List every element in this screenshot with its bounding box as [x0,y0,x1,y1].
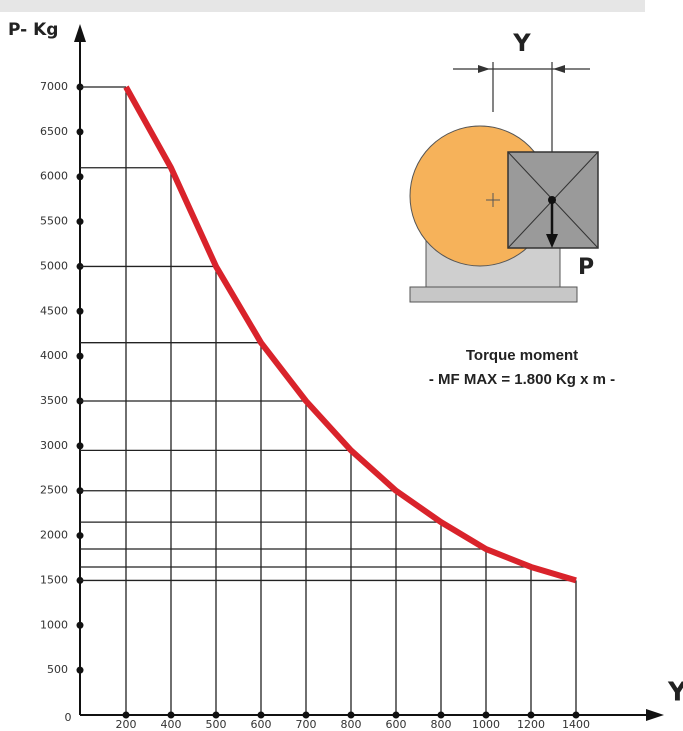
y-tick-dot [77,667,84,674]
y-tick-dot [77,128,84,135]
x-tick-label: 600 [386,718,407,731]
y-tick-label: 7000 [40,80,68,93]
y-tick-dot [77,532,84,539]
x-tick-label: 800 [431,718,452,731]
x-axis-label: Y [667,678,683,708]
y-tick-label: 6500 [40,125,68,138]
y-tick-label: 4000 [40,349,68,362]
x-tick-label: 600 [251,718,272,731]
x-axis-arrow [646,709,664,721]
y-tick-dot [77,353,84,360]
inset-diagram [410,62,598,302]
inset-label: Y [512,29,531,57]
y-tick-label: 500 [47,663,68,676]
y-tick-label: 5500 [40,215,68,228]
chart: P- Kg Y 0 500 1000 1500 2000 2500 3000 3500 400… [0,0,683,731]
origin-label: 0 [65,711,72,724]
y-tick-dot [77,622,84,629]
y-tick-label: 1500 [40,573,68,586]
y-tick-dot [77,308,84,315]
x-tick-label: 1000 [472,718,500,731]
x-tick-label: 1400 [562,718,590,731]
annotation: Torque moment [466,347,578,364]
y-tick-label: 5000 [40,259,68,272]
x-tick-label: 1200 [517,718,545,731]
y-tick-label: 6000 [40,170,68,183]
x-tick-label: 400 [161,718,182,731]
x-tick-label: 800 [341,718,362,731]
y-tick-label: 2500 [40,484,68,497]
y-tick-label: 1000 [40,618,68,631]
y-tick-label: 4500 [40,304,68,317]
y-tick-dot [77,442,84,449]
x-tick-label: 200 [116,718,137,731]
y-axis-label: P- Kg [8,20,58,40]
x-tick-label: 700 [296,718,317,731]
y-tick-dot [77,218,84,225]
y-tick-label: 3500 [40,394,68,407]
inset-label: P [578,255,594,280]
y-axis-arrow [74,24,86,42]
y-tick-label: 2000 [40,529,68,542]
y-tick-label: 3000 [40,439,68,452]
y-tick-dot [77,173,84,180]
annotation: - MF MAX = 1.800 Kg x m - [429,371,615,388]
x-tick-label: 500 [206,718,227,731]
header-strip [0,0,645,12]
